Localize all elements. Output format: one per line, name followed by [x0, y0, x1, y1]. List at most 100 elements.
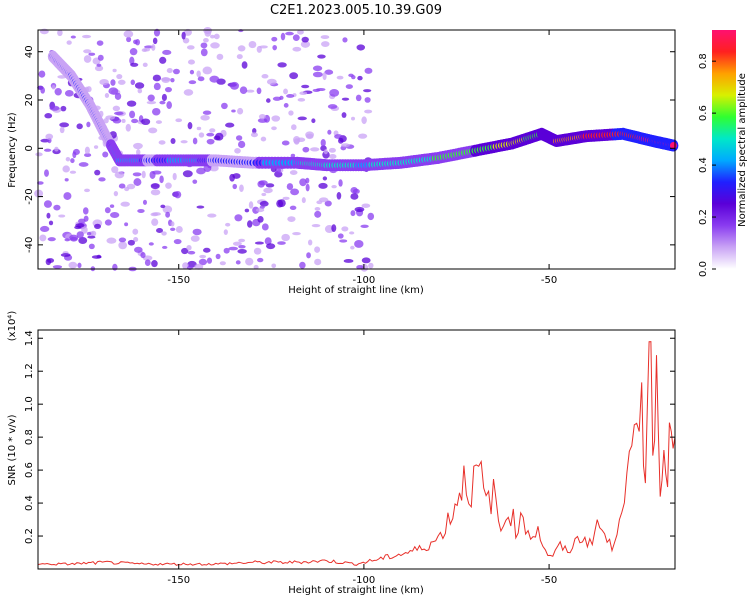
spectrogram-noise-blob: [237, 248, 247, 254]
spectrogram-noise-blob: [350, 187, 358, 194]
spectrogram-noise-blob: [84, 153, 92, 158]
spectrogram-noise-blob: [291, 124, 297, 131]
spectrogram-noise-blob: [266, 243, 276, 250]
y-tick-label: 0.2: [24, 528, 35, 544]
spectrogram-noise-blob: [300, 40, 311, 48]
spectrogram-noise-blob: [225, 222, 231, 227]
x-tick-label: -50: [541, 575, 557, 586]
spectrogram-noise-blob: [307, 239, 313, 246]
spectrogram-noise-blob: [255, 208, 265, 213]
spectrogram-noise-blob: [299, 178, 307, 187]
spectrogram-noise-blob: [203, 27, 213, 35]
spectrogram-noise-blob: [285, 31, 294, 36]
spectrogram-noise-blob: [86, 231, 92, 236]
spectrogram-noise-blob: [232, 241, 242, 246]
spectrogram-noise-blob: [256, 87, 262, 95]
spectrogram-x-axis-label: Height of straight line (km): [288, 285, 424, 296]
spectrogram-noise-blob: [48, 220, 54, 226]
spectrogram-noise-blob: [219, 261, 226, 266]
spectrogram-noise-blob: [292, 232, 301, 236]
spectrogram-noise-blob: [361, 203, 371, 208]
spectrogram-noise-blob: [161, 245, 168, 249]
spectrogram-noise-blob: [301, 197, 306, 204]
spectrogram-noise-blob: [136, 149, 141, 156]
spectrogram-noise-blob: [314, 258, 322, 266]
colorbar-ticks: 0.0 0.2 0.4 0.6 0.8: [698, 53, 716, 277]
spectrogram-noise-blob: [257, 216, 264, 223]
spectrogram-noise-blob: [94, 65, 104, 72]
spectrogram-noise-blob: [124, 186, 130, 192]
spectrogram-noise-blob: [127, 239, 135, 246]
snr-series-line: [37, 341, 676, 566]
spectrogram-noise-blob: [59, 126, 65, 134]
spectrogram-noise-blob: [161, 231, 167, 236]
spectrogram-noise-blob: [196, 167, 206, 175]
spectrogram-noise-blob: [357, 75, 363, 81]
spectrogram-noise-blob: [237, 45, 246, 52]
spectrogram-noise-blob: [209, 165, 219, 172]
spectrogram-noise-blob: [148, 127, 158, 134]
spectrogram-noise-blob: [88, 243, 95, 250]
spectrogram-noise-blob: [351, 116, 356, 121]
spectrogram-noise-blob: [207, 213, 217, 218]
spectrogram-noise-blob: [166, 68, 173, 74]
spectrogram-noise-blob: [59, 122, 70, 128]
spectrogram-noise-blob: [275, 166, 281, 174]
spectrogram-noise-blob: [86, 121, 91, 128]
spectrogram-noise-blob: [181, 247, 189, 255]
spectrogram-noise-blob: [266, 78, 277, 85]
y-tick-label: 0.6: [24, 462, 35, 478]
spectrogram-noise-blob: [301, 36, 309, 43]
spectrogram-noise-blob: [350, 245, 355, 250]
spectrogram-noise-blob: [336, 192, 342, 200]
spectrogram-noise-blob: [96, 63, 102, 67]
spectrogram-noise-blob: [261, 74, 269, 79]
spectrogram-noise-blob: [196, 205, 205, 209]
spectrogram-noise-blob: [221, 102, 228, 110]
spectrogram-noise-blob: [117, 79, 126, 85]
snr-y-ticks: 0.2 0.4 0.6 0.8 1.0 1.2 1.4: [24, 330, 675, 544]
spectrogram-noise-blob: [35, 152, 43, 157]
spectrogram-noise-blob: [173, 238, 182, 245]
spectrogram-noise-blob: [54, 146, 59, 152]
spectrogram-noise-blob: [260, 136, 267, 142]
spectrogram-noise-blob: [323, 149, 328, 155]
spectrogram-noise-blob: [109, 204, 115, 208]
spectrogram-noise-blob: [287, 216, 296, 222]
x-tick-label: -100: [353, 275, 376, 286]
spectrogram-noise-blob: [286, 183, 294, 191]
x-tick-label: -150: [167, 575, 190, 586]
spectrogram-noise-blob: [202, 66, 213, 75]
spectrogram-noise-blob: [364, 97, 371, 103]
spectrogram-noise-blob: [78, 218, 86, 224]
spectrogram-noise-blob: [113, 111, 124, 116]
spectrogram-noise-blob: [158, 140, 166, 145]
colorbar-tick-label: 0.4: [698, 157, 709, 173]
spectrogram-noise-blob: [150, 183, 160, 190]
spectrogram-noise-blob: [310, 147, 320, 152]
spectrogram-noise-blob: [83, 55, 92, 63]
spectrogram-marks: [34, 27, 679, 272]
spectrogram-noise-blob: [293, 136, 301, 144]
spectrogram-noise-blob: [301, 84, 310, 89]
spectrogram-noise-blob: [39, 234, 47, 242]
spectrogram-noise-blob: [54, 88, 62, 96]
spectrogram-noise-blob: [141, 118, 151, 126]
spectrogram-noise-blob: [148, 242, 154, 246]
spectrogram-noise-blob: [133, 236, 139, 242]
spectrogram-noise-blob: [355, 94, 362, 102]
spectrogram-noise-blob: [98, 177, 106, 182]
spectrogram-noise-blob: [134, 82, 145, 89]
spectrogram-noise-blob: [363, 89, 372, 93]
spectrogram-noise-blob: [126, 36, 132, 43]
spectrogram-noise-blob: [51, 85, 56, 90]
spectrogram-noise-blob: [289, 205, 297, 211]
spectrogram-noise-blob: [142, 199, 147, 205]
spectrogram-noise-blob: [160, 204, 166, 209]
spectrogram-noise-blob: [312, 71, 323, 78]
spectrogram-noise-blob: [149, 170, 156, 179]
spectrogram-noise-blob: [60, 105, 67, 112]
spectrogram-noise-blob: [147, 94, 155, 102]
spectrogram-noise-blob: [84, 146, 90, 155]
spectrogram-noise-blob: [65, 156, 71, 162]
